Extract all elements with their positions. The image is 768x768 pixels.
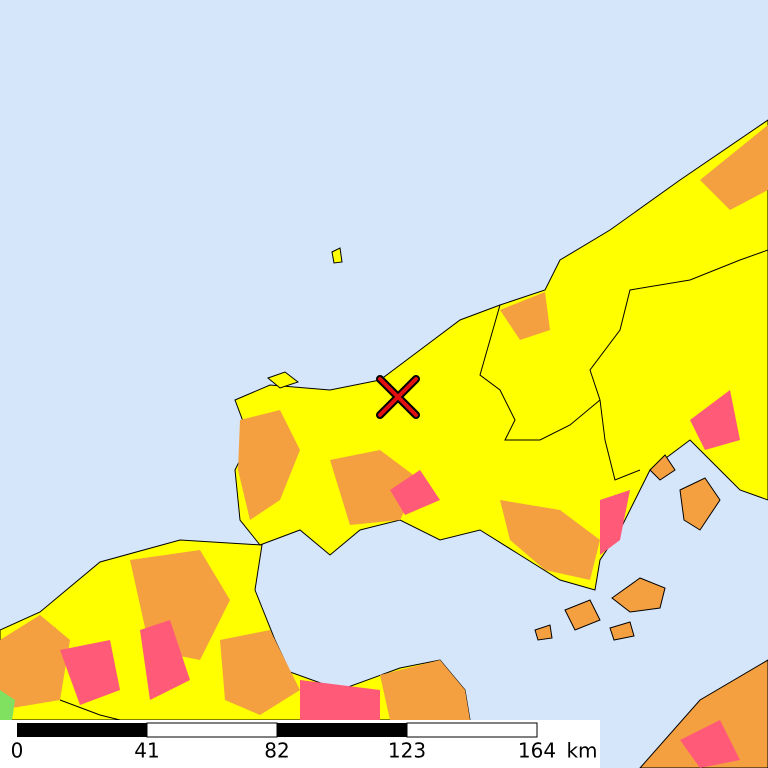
scale-label: 82 <box>264 739 289 763</box>
scale-unit: km <box>566 739 597 763</box>
scale-label: 0 <box>11 739 24 763</box>
island <box>331 247 343 264</box>
patch <box>600 490 630 555</box>
island <box>564 599 601 631</box>
patch <box>140 620 190 700</box>
scale-label: 123 <box>388 739 426 763</box>
patch <box>500 292 550 340</box>
scale-label: 164 <box>518 739 556 763</box>
patch <box>0 615 70 710</box>
scale-segment <box>277 723 407 737</box>
patch <box>238 410 300 520</box>
patch <box>0 690 15 720</box>
patch <box>300 680 380 720</box>
patch <box>330 450 420 525</box>
scale-segment <box>17 723 147 737</box>
scale-bar: 0 41 82 123 164 km <box>0 720 600 768</box>
island <box>534 624 553 641</box>
island <box>267 371 300 389</box>
border <box>479 249 768 441</box>
scale-label: 41 <box>134 739 159 763</box>
patch <box>380 660 470 720</box>
shikoku <box>639 659 768 768</box>
intensity-patches <box>0 125 768 768</box>
scale-segment <box>406 722 538 738</box>
island <box>649 454 676 481</box>
scale-segment <box>146 722 278 738</box>
patch <box>390 470 440 515</box>
epicenter <box>376 375 420 419</box>
patch <box>500 500 600 580</box>
patch <box>690 390 740 450</box>
border <box>59 699 121 721</box>
patch <box>220 630 300 715</box>
borders <box>59 249 768 721</box>
patch <box>680 720 740 768</box>
island <box>679 477 721 531</box>
border <box>599 399 641 481</box>
island <box>611 577 666 613</box>
patch <box>700 125 768 210</box>
epicenter-mark <box>378 377 418 417</box>
island <box>609 621 635 641</box>
patch <box>60 640 120 705</box>
